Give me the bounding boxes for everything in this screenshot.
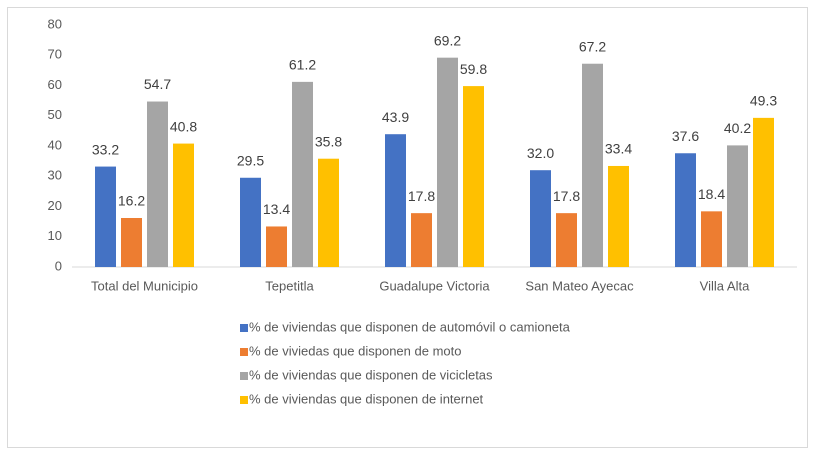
- data-label: 49.3: [750, 93, 777, 109]
- bar: [121, 217, 142, 267]
- y-tick-label: 40: [48, 137, 62, 152]
- data-label: 40.2: [724, 120, 751, 136]
- bar: [318, 158, 339, 267]
- bar: [240, 177, 261, 267]
- x-tick-label: Tepetitla: [265, 278, 314, 293]
- bar: [701, 211, 722, 267]
- data-label: 59.8: [460, 61, 487, 77]
- bar: [411, 213, 432, 267]
- bar: [753, 117, 774, 268]
- y-tick-label: 10: [48, 228, 62, 243]
- legend-swatch: [240, 324, 248, 332]
- legend-label: % de viviendas que disponen de internet: [249, 391, 484, 406]
- data-label: 18.4: [698, 186, 725, 202]
- bar: [556, 213, 577, 267]
- y-tick-label: 60: [48, 77, 62, 92]
- bar: [385, 134, 406, 267]
- data-label: 67.2: [579, 38, 606, 54]
- data-label: 33.2: [92, 141, 119, 157]
- legend-label: % de viviedas que disponen de moto: [249, 343, 461, 358]
- y-tick-label: 0: [55, 258, 62, 273]
- data-label: 17.8: [408, 188, 435, 204]
- y-tick-label: 70: [48, 47, 62, 62]
- bar: [292, 81, 313, 268]
- x-tick-label: Total del Municipio: [91, 278, 198, 293]
- bar: [727, 145, 748, 267]
- x-tick-label: Guadalupe Victoria: [379, 278, 490, 293]
- legend-label: % de viviendas que disponen de automóvil…: [249, 319, 571, 334]
- y-tick-label: 20: [48, 198, 62, 213]
- legend-swatch: [240, 396, 248, 404]
- bar: [608, 165, 629, 267]
- y-tick-label: 50: [48, 107, 62, 122]
- bar: [173, 143, 194, 267]
- bar: [147, 101, 168, 267]
- data-label: 54.7: [144, 76, 171, 92]
- bar: [675, 153, 696, 267]
- data-label: 40.8: [170, 118, 197, 134]
- data-label: 37.6: [672, 128, 699, 144]
- bar: [582, 63, 603, 267]
- data-label: 33.4: [605, 141, 632, 157]
- data-label: 69.2: [434, 32, 461, 48]
- data-label: 43.9: [382, 109, 409, 125]
- bar: [463, 86, 484, 267]
- bar: [437, 57, 458, 267]
- data-label: 32.0: [527, 145, 554, 161]
- legend-label: % de viviendas que disponen de vicicleta…: [249, 367, 493, 382]
- data-label: 35.8: [315, 133, 342, 149]
- bar: [530, 170, 551, 267]
- data-label: 16.2: [118, 193, 145, 209]
- data-label: 29.5: [237, 152, 264, 168]
- y-tick-label: 30: [48, 168, 62, 183]
- bar: [95, 166, 116, 267]
- bar: [266, 226, 287, 267]
- data-label: 13.4: [263, 201, 290, 217]
- y-tick-label: 80: [48, 16, 62, 31]
- data-label: 17.8: [553, 188, 580, 204]
- data-label: 61.2: [289, 57, 316, 73]
- legend-swatch: [240, 372, 248, 380]
- x-tick-label: Villa Alta: [700, 278, 750, 293]
- x-tick-label: San Mateo Ayecac: [525, 278, 634, 293]
- legend-swatch: [240, 348, 248, 356]
